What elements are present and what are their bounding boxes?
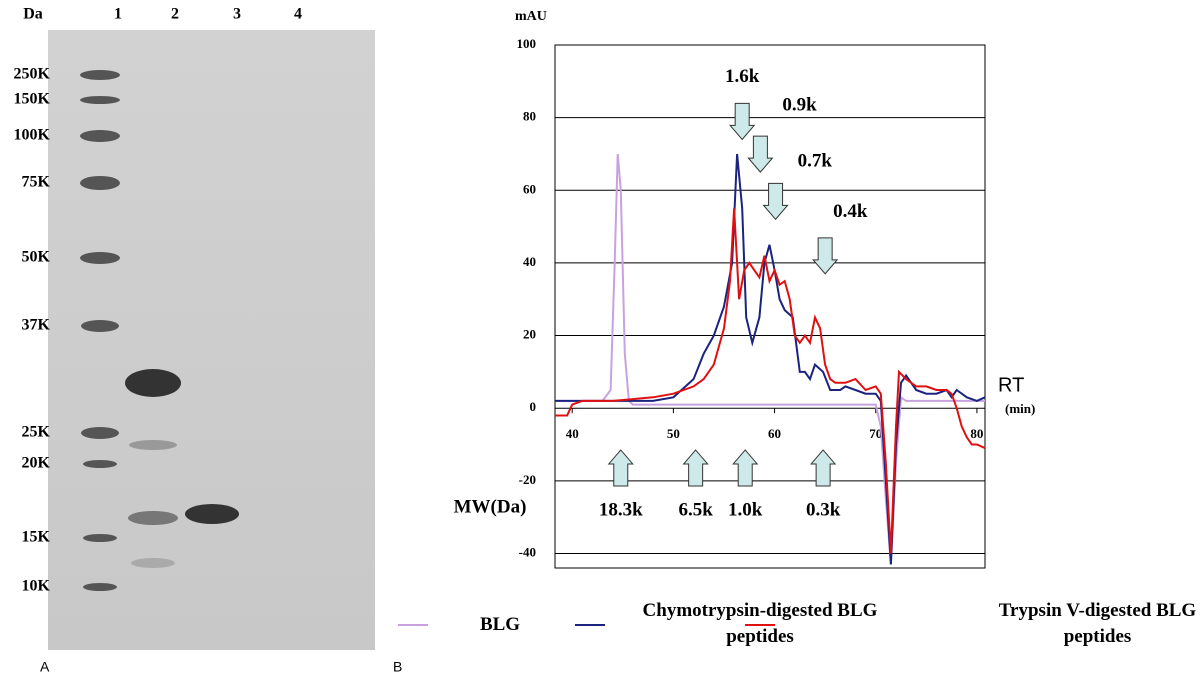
y-tick-label: 80 [523, 109, 536, 124]
plot-frame [554, 44, 986, 569]
marker-label: 250K [14, 66, 51, 83]
marker-label: 75K [22, 174, 51, 191]
mw-annotation: 6.5k [678, 499, 713, 520]
gel-unit: Da [23, 6, 43, 23]
ladder-bands [80, 70, 120, 591]
marker-label: 150K [14, 91, 51, 108]
arrow [682, 449, 709, 487]
mw-annotation: 18.3k [599, 499, 643, 520]
arrow [729, 102, 756, 141]
arrow [810, 449, 837, 487]
marker-label: 15K [22, 529, 51, 546]
x-tick-label: 50 [667, 426, 680, 441]
y-tick-label: -20 [519, 472, 536, 487]
series-line [555, 153, 985, 565]
x-tick-label: 80 [970, 426, 983, 441]
y-tick-label: 100 [517, 36, 537, 51]
arrow [607, 449, 634, 487]
y-tick-label: 0 [530, 399, 537, 414]
annotation: 1.6k [725, 66, 760, 87]
mw-annotation: 0.3k [806, 499, 841, 520]
annotation: 0.7k [798, 151, 833, 172]
arrow [762, 182, 789, 221]
marker-label: 20K [22, 455, 51, 472]
x-tick-label: 40 [566, 426, 579, 441]
annotation: 0.4k [833, 201, 868, 222]
x-tick-label: 60 [768, 426, 781, 441]
marker-label: 10K [22, 578, 51, 595]
marker-labels: 250K 150K 100K 75K 50K 37K 25K 20K 15K 1… [14, 66, 51, 595]
y-tick-label: 40 [523, 254, 536, 269]
lane-label: 1 [114, 6, 122, 23]
series-line [555, 208, 986, 554]
lane-label: 2 [171, 6, 179, 23]
lane-label: 3 [233, 6, 241, 23]
panel-label: B [393, 659, 402, 675]
legend-entry: Chymotrypsin-digested BLG peptides [642, 600, 878, 647]
mw-annotation: 1.0k [728, 499, 763, 520]
legend-entry: Trypsin V-digested BLG peptides [998, 600, 1197, 647]
arrow [732, 449, 759, 487]
arrow [812, 237, 839, 275]
gel [48, 30, 375, 650]
x-unit: RT [998, 374, 1024, 396]
marker-label: 25K [22, 424, 51, 441]
y-tick-label: -40 [519, 544, 536, 559]
lane-label: 4 [294, 6, 302, 23]
marker-label: 100K [14, 127, 51, 144]
panel-label: A [40, 659, 50, 675]
marker-label: 37K [22, 317, 51, 334]
y-unit: mAU [515, 9, 547, 24]
x-unit-note: (min) [1005, 401, 1035, 416]
x-tick-label: 70 [869, 426, 882, 441]
marker-label: 50K [22, 249, 51, 266]
arrow [747, 135, 774, 173]
annotation: 0.9k [782, 94, 817, 115]
y-tick-label: 20 [523, 327, 536, 342]
mw-label: MW(Da) [454, 496, 527, 517]
lane-bands [125, 369, 239, 568]
y-tick-label: 60 [523, 181, 536, 196]
legend-entry: BLG [479, 614, 521, 635]
